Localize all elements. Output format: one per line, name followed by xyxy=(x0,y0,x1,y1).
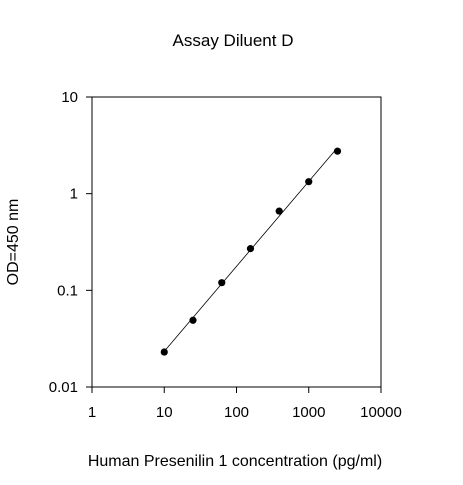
data-point xyxy=(218,279,226,287)
data-point xyxy=(333,147,342,155)
y-tick-label: 0.01 xyxy=(49,379,78,396)
data-point xyxy=(246,245,255,253)
x-axis: 1 10 100 1000 10000 xyxy=(88,387,402,421)
data-point xyxy=(305,178,313,186)
y-axis: 0.01 0.1 1 10 xyxy=(49,89,92,396)
chart-title: Assay Diluent D xyxy=(173,31,294,50)
data-point xyxy=(189,316,197,324)
x-tick-label: 10 xyxy=(156,404,173,421)
x-tick-label: 100 xyxy=(224,404,249,421)
x-tick-label: 1000 xyxy=(292,404,325,421)
y-tick-label: 10 xyxy=(61,89,78,106)
data-point xyxy=(160,348,168,356)
y-axis-label: OD=450 nm xyxy=(5,199,22,286)
x-axis-label: Human Presenilin 1 concentration (pg/ml) xyxy=(88,453,382,470)
y-tick-label: 1 xyxy=(70,186,78,203)
plot-frame xyxy=(91,96,382,388)
series-layer xyxy=(160,147,342,356)
y-tick-label: 0.1 xyxy=(57,282,78,299)
x-tick-label: 1 xyxy=(88,404,96,421)
data-point xyxy=(275,207,283,215)
x-tick-label: 10000 xyxy=(360,404,402,421)
